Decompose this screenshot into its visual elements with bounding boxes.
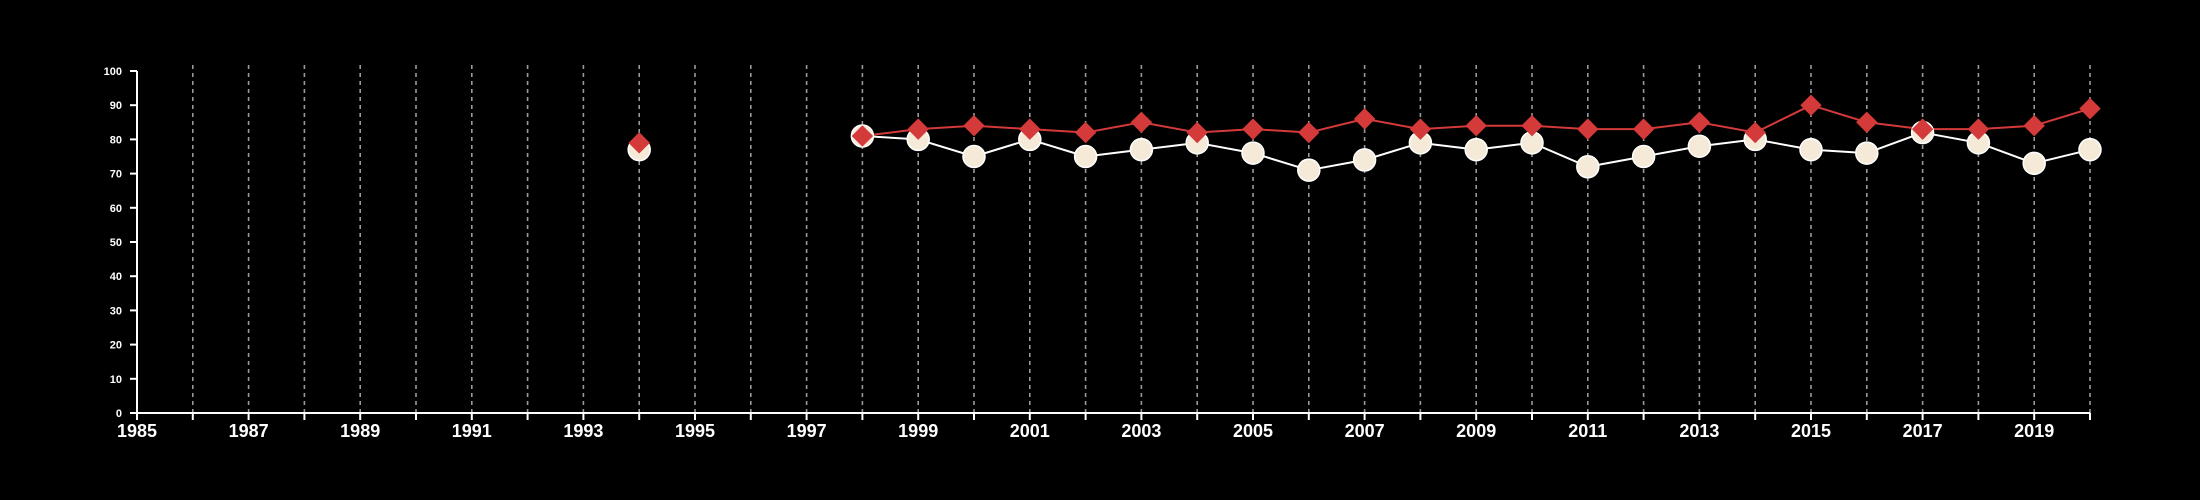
circle-point-2005 [1241, 141, 1265, 165]
x-tick-label: 2007 [1345, 421, 1385, 441]
diamond-point-2016 [1856, 111, 1878, 134]
x-tick-label: 2005 [1233, 421, 1273, 441]
x-tick-label: 2011 [1568, 421, 1607, 441]
y-tick-label: 80 [110, 134, 122, 146]
diamond-point-2014 [1744, 121, 1766, 144]
x-tick-label: 1999 [898, 421, 938, 441]
y-tick-label: 100 [104, 66, 122, 78]
diamond-point-2018 [1967, 118, 1990, 140]
diamond-point-2007 [1353, 108, 1376, 130]
x-tick-label: 1995 [675, 421, 715, 441]
circle-point-2012 [1631, 144, 1656, 169]
circle-point-2002 [1073, 144, 1098, 169]
y-tick-label: 20 [110, 340, 122, 352]
diamond-point-2000 [963, 115, 985, 137]
diamond-point-1998 [851, 125, 874, 147]
diamond-point-1994 [628, 132, 650, 154]
diamond-point-2003 [1130, 111, 1153, 134]
diamond-point-2020 [2079, 97, 2101, 120]
x-tick-label: 2001 [1010, 421, 1050, 441]
y-tick-label: 60 [110, 203, 122, 215]
diamond-point-2017 [1911, 118, 1934, 140]
diamond-point-2015 [1800, 94, 1822, 116]
x-tick-label: 2003 [1121, 421, 1161, 441]
x-tick-label: 2013 [1679, 421, 1719, 441]
diamond-point-2011 [1577, 118, 1599, 140]
diamond-point-1999 [907, 118, 929, 140]
diamond-point-2005 [1242, 118, 1264, 140]
x-tick-label: 1989 [340, 421, 380, 441]
x-tick-label: 1987 [229, 421, 269, 441]
diamond-point-2001 [1019, 118, 1041, 140]
y-tick-label: 50 [110, 237, 122, 249]
axis-layer: 0 10 20 30 40 50 60 70 80 90 100 1985 1987 1989 1991 19… [104, 66, 2091, 441]
y-tick-label: 10 [110, 374, 122, 386]
x-tick-label: 2017 [1903, 421, 1943, 441]
diamond-point-2008 [1409, 118, 1432, 140]
diamond-point-2013 [1688, 111, 1711, 134]
y-tick-label: 40 [110, 271, 122, 283]
x-tick-label: 2009 [1456, 421, 1496, 441]
circle-point-2019 [2022, 151, 2046, 176]
circle-point-2006 [1297, 158, 1321, 182]
diamond-point-2010 [1521, 115, 1543, 137]
circle-point-2000 [962, 144, 986, 169]
circle-point-2009 [1464, 137, 1488, 162]
circle-point-2007 [1352, 148, 1377, 172]
y-tick-label: 30 [110, 305, 122, 317]
circle-point-2020 [2078, 137, 2102, 162]
x-tick-label: 1991 [452, 421, 492, 441]
y-tick-label: 70 [110, 169, 122, 181]
circle-point-2003 [1129, 137, 1154, 162]
diamond-point-2012 [1632, 118, 1655, 140]
x-tick-label: 1993 [563, 421, 603, 441]
y-tick-label: 0 [116, 408, 122, 420]
circle-point-2016 [1855, 141, 1879, 165]
x-tick-label: 1985 [117, 421, 157, 441]
series-layer [627, 94, 2102, 182]
circle-point-2015 [1799, 137, 1823, 162]
diamond-point-2019 [2023, 115, 2045, 137]
diamond-point-2006 [1298, 121, 1320, 144]
diamond-point-2004 [1186, 121, 1208, 144]
x-tick-label: 1997 [787, 421, 827, 441]
diamond-point-2002 [1074, 121, 1097, 144]
y-tick-label: 90 [110, 100, 122, 112]
diamond-point-2009 [1465, 115, 1487, 137]
x-tick-label: 2019 [2014, 421, 2054, 441]
circle-point-2011 [1576, 155, 1600, 179]
x-tick-label: 2015 [1791, 421, 1831, 441]
circle-point-2013 [1687, 134, 1712, 158]
